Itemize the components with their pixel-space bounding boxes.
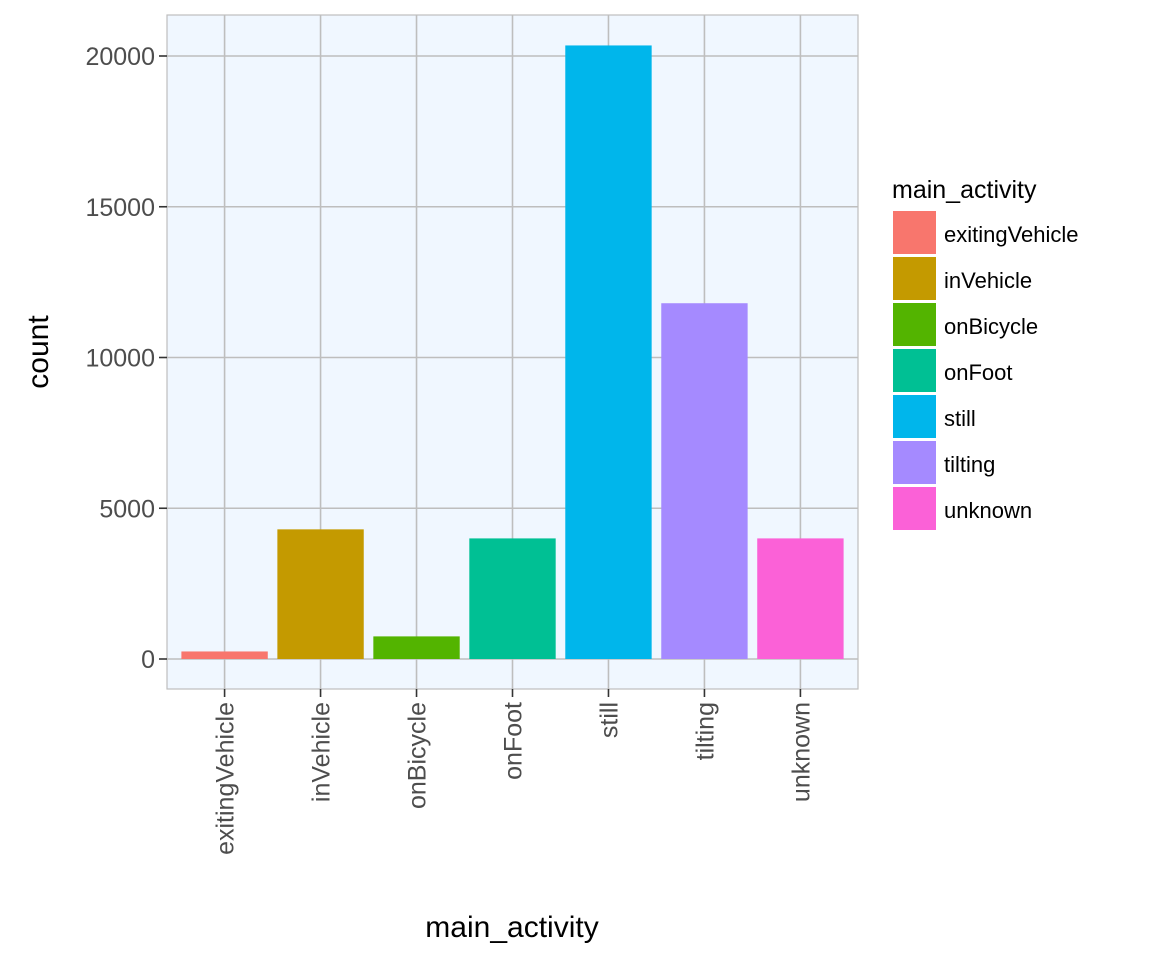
- legend-key-unknown: [893, 487, 936, 530]
- y-tick-label: 10000: [85, 345, 155, 373]
- y-axis-ticks: 0 5000 10000 15000 20000: [85, 43, 167, 674]
- bars: [181, 45, 844, 659]
- legend-key-onBicycle: [893, 303, 936, 346]
- legend-items: exitingVehicle inVehicle onBicycle onFoot st…: [893, 211, 1079, 530]
- legend-label: inVehicle: [944, 268, 1032, 293]
- legend-label: exitingVehicle: [944, 222, 1079, 247]
- bar-still: [565, 45, 652, 659]
- bar-onFoot: [469, 538, 556, 659]
- bar-unknown: [757, 538, 844, 659]
- legend-label: unknown: [944, 498, 1032, 523]
- y-tick-label: 0: [141, 646, 155, 674]
- legend-key-tilting: [893, 441, 936, 484]
- legend-label: onFoot: [944, 360, 1013, 385]
- x-tick-label: inVehicle: [308, 702, 336, 802]
- legend-key-exitingVehicle: [893, 211, 936, 254]
- x-tick-label: tilting: [691, 702, 719, 760]
- x-axis-title: main_activity: [425, 911, 598, 944]
- x-tick-label: unknown: [787, 702, 815, 802]
- x-axis-ticks: exitingVehicle inVehicle onBicycle onFoot st…: [212, 689, 815, 855]
- y-tick-label: 15000: [85, 194, 155, 222]
- bar-tilting: [661, 303, 748, 659]
- bar-inVehicle: [277, 529, 364, 659]
- legend-title: main_activity: [892, 176, 1037, 204]
- x-tick-label: onFoot: [500, 702, 528, 780]
- legend-label: still: [944, 406, 976, 431]
- bar-onBicycle: [373, 636, 460, 659]
- legend-label: onBicycle: [944, 314, 1038, 339]
- y-tick-label: 5000: [99, 495, 155, 523]
- x-tick-label: onBicycle: [404, 702, 432, 809]
- legend-key-onFoot: [893, 349, 936, 392]
- y-tick-label: 20000: [85, 43, 155, 71]
- legend-key-inVehicle: [893, 257, 936, 300]
- bar-exitingVehicle: [181, 651, 268, 659]
- x-tick-label: exitingVehicle: [212, 702, 240, 855]
- x-tick-label: still: [595, 702, 623, 738]
- legend: main_activity exitingVehicle inVehicle onB…: [892, 176, 1079, 530]
- y-axis-title: count: [22, 315, 55, 389]
- legend-key-still: [893, 395, 936, 438]
- legend-label: tilting: [944, 452, 995, 477]
